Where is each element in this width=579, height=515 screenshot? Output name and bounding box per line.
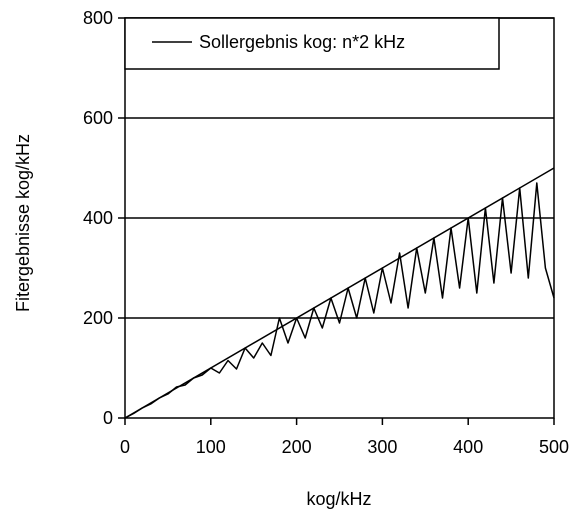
y-tick-label-2: 400	[83, 208, 113, 228]
legend-box	[124, 17, 500, 70]
series-group	[124, 167, 555, 419]
x-tick-label-5: 500	[539, 437, 569, 457]
x-tick-label-0: 0	[120, 437, 130, 457]
y-tick-label-4: 800	[83, 8, 113, 28]
series-line-1	[124, 182, 555, 419]
y-tick-label-3: 600	[83, 108, 113, 128]
y-tick-label-1: 200	[83, 308, 113, 328]
legend: Sollergebnis kog: n*2 kHz	[124, 17, 500, 70]
legend-label: Sollergebnis kog: n*2 kHz	[199, 32, 405, 52]
x-tick-label-3: 300	[367, 437, 397, 457]
y-tick-label-0: 0	[103, 408, 113, 428]
series-line-0	[124, 167, 555, 419]
x-axis: 0 100 200 300 400 500	[120, 418, 569, 457]
y-axis-title: Fitergebnisse kog/kHz	[13, 134, 33, 312]
x-tick-label-2: 200	[282, 437, 312, 457]
x-tick-label-4: 400	[453, 437, 483, 457]
x-axis-title: kog/kHz	[306, 489, 371, 509]
y-axis: 0 200 400 600 800	[83, 8, 125, 428]
x-tick-label-1: 100	[196, 437, 226, 457]
